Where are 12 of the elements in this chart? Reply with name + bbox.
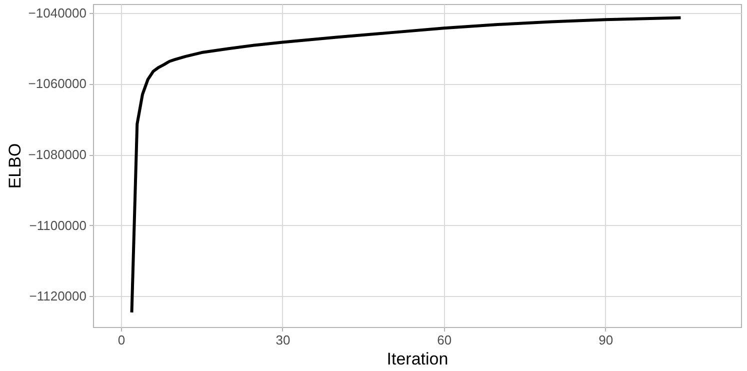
line-series [130, 16, 682, 314]
x-tick-label: 30 [276, 332, 290, 348]
y-axis-title: ELBO [5, 143, 24, 189]
y-tick-label: −1100000 [29, 218, 86, 233]
y-tick-label: −1060000 [28, 76, 86, 92]
x-tick-label: 90 [598, 332, 614, 348]
y-tick-label: −1080000 [28, 147, 86, 162]
x-axis-title: Iteration [386, 350, 448, 368]
x-tick-label: 60 [437, 332, 452, 348]
y-tick-label: −1040000 [28, 5, 86, 20]
x-tick-label: 0 [118, 332, 126, 348]
y-tick-label: −1120000 [29, 288, 86, 304]
